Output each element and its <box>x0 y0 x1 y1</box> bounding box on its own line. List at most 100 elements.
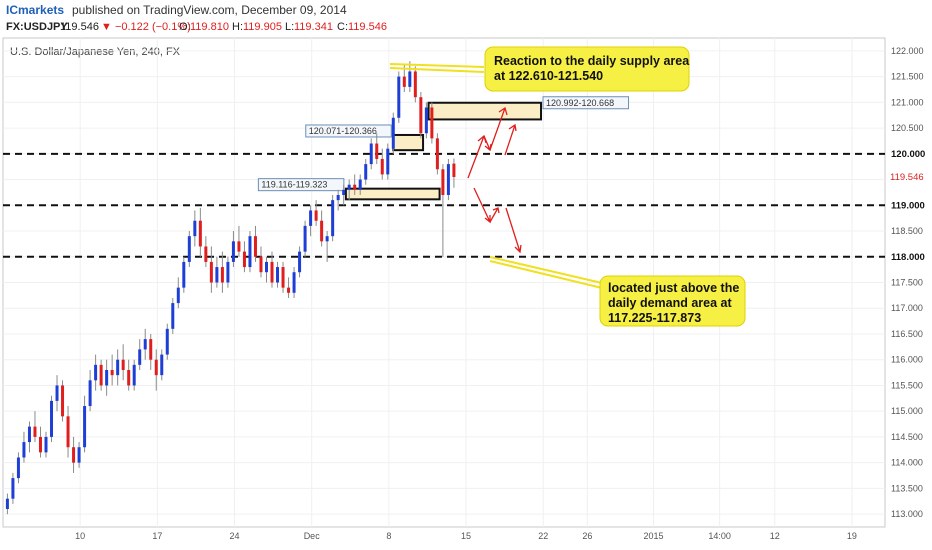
zone-box[interactable] <box>427 101 543 121</box>
callout-line: 117.225-117.873 <box>608 311 701 325</box>
candle-body <box>369 143 373 165</box>
candle-body <box>72 447 76 463</box>
change-value: ▼ −0.122 (−0.1%) <box>101 21 191 33</box>
price-tick-label: 114.500 <box>891 432 923 442</box>
close-label: C: <box>337 21 348 33</box>
candle-body <box>27 426 31 443</box>
candle-body <box>105 370 109 386</box>
candle-body <box>182 261 186 288</box>
candle-body <box>110 370 114 376</box>
price-tick-label: 116.500 <box>891 329 923 339</box>
price-tick-label: 115.500 <box>891 380 923 390</box>
price-axis: 113.000 113.500 114.000 114.500 115.000 115.5… <box>891 46 924 519</box>
candle-body <box>66 416 70 448</box>
price-tick-label: 117.000 <box>891 303 923 313</box>
candle-body <box>143 339 147 350</box>
candle-body <box>380 158 384 175</box>
price-tick-label: 113.000 <box>891 509 923 519</box>
open-value: 119.810 <box>190 21 229 33</box>
open-label: O: <box>179 21 191 33</box>
time-tick-label: 19 <box>847 531 857 541</box>
candle-body <box>204 246 208 262</box>
candle-body <box>198 220 202 247</box>
candle-body <box>419 97 423 134</box>
arrow-up-2 <box>489 106 508 151</box>
time-tick-label: 26 <box>582 531 592 541</box>
candle-body <box>325 236 329 242</box>
candle-body <box>452 163 456 177</box>
candle-body <box>5 498 9 509</box>
quote-bar: FX:USDJPY 119.546 ▼ −0.122 (−0.1%) O: 11… <box>6 21 387 33</box>
horizontal-levels: 120.000 119.000 118.000 <box>3 147 930 263</box>
demand-leader-1 <box>489 256 603 284</box>
last-price: 119.546 <box>60 21 99 33</box>
current-price-label: 119.546 <box>890 172 924 183</box>
candle-body <box>160 354 164 376</box>
callout-demand: located just above the daily demand area … <box>599 275 746 327</box>
price-tick-label: 118.500 <box>891 226 923 236</box>
candle-body <box>171 303 175 329</box>
close-value: 119.546 <box>348 21 387 33</box>
candle-body <box>55 385 59 401</box>
candle-body <box>358 179 362 190</box>
time-tick-label: 15 <box>461 531 471 541</box>
candle-body <box>270 261 274 283</box>
callout-line: daily demand area at <box>608 296 733 310</box>
candle-body <box>83 406 87 448</box>
low-label: L: <box>285 21 294 33</box>
candle-body <box>364 164 368 180</box>
candle-body <box>237 241 241 252</box>
price-tick-label: 116.000 <box>891 355 923 365</box>
candle-body <box>424 107 428 134</box>
demand-leader-2 <box>489 260 603 289</box>
candle-body <box>215 267 219 283</box>
candle-body <box>50 400 54 437</box>
candle-body <box>430 107 434 139</box>
candle-body <box>435 138 439 170</box>
candle-body <box>88 380 92 407</box>
arrow-down-3 <box>505 207 522 254</box>
candle-body <box>309 210 313 226</box>
high-value: 119.905 <box>243 21 282 33</box>
candlestick-series <box>5 61 456 515</box>
price-tick-label: 115.000 <box>891 406 923 416</box>
callout-supply-text: Reaction to the daily supply area at 122.… <box>494 54 690 83</box>
candle-body <box>16 457 20 479</box>
price-tick-label: 117.500 <box>891 278 923 288</box>
candle-body <box>441 169 445 195</box>
candle-body <box>149 339 153 360</box>
candle-body <box>342 189 346 195</box>
high-label: H: <box>232 21 243 33</box>
candle-body <box>99 364 103 386</box>
candle-body <box>314 210 318 221</box>
callout-line: at 122.610-121.540 <box>494 69 603 83</box>
time-axis: 10 17 24 Dec 8 15 22 26 2015 14:00 12 19 <box>75 531 857 541</box>
candle-body <box>287 287 291 293</box>
callout-line: Reaction to the daily supply area <box>494 54 690 68</box>
candle-body <box>281 267 285 288</box>
candle-body <box>38 436 42 453</box>
candle-body <box>402 76 406 87</box>
zone-box[interactable] <box>392 133 425 152</box>
arrow-up-3 <box>504 123 517 156</box>
zone-box[interactable] <box>344 187 441 201</box>
candle-body <box>331 200 335 237</box>
candle-body <box>11 478 15 499</box>
candle-body <box>127 370 131 386</box>
callout-demand-box <box>599 275 746 327</box>
time-tick-label: 17 <box>152 531 162 541</box>
symbol-label: FX:USDJPY <box>6 21 68 33</box>
time-tick-label: 2015 <box>643 531 663 541</box>
chart-title: U.S. Dollar/Japanese Yen, 240, FX <box>10 46 181 58</box>
candle-body <box>298 251 302 273</box>
candle-body <box>165 328 169 355</box>
brand-name[interactable]: ICmarkets <box>6 3 64 17</box>
callout-demand-text: located just above the daily demand area … <box>608 281 739 325</box>
candle-body <box>259 256 263 273</box>
candle-body <box>176 287 180 304</box>
time-tick-label: 24 <box>230 531 240 541</box>
zone-label: 120.992-120.668 <box>546 98 614 108</box>
candle-body <box>121 359 125 371</box>
callout-supply: Reaction to the daily supply area at 122.… <box>484 46 690 92</box>
